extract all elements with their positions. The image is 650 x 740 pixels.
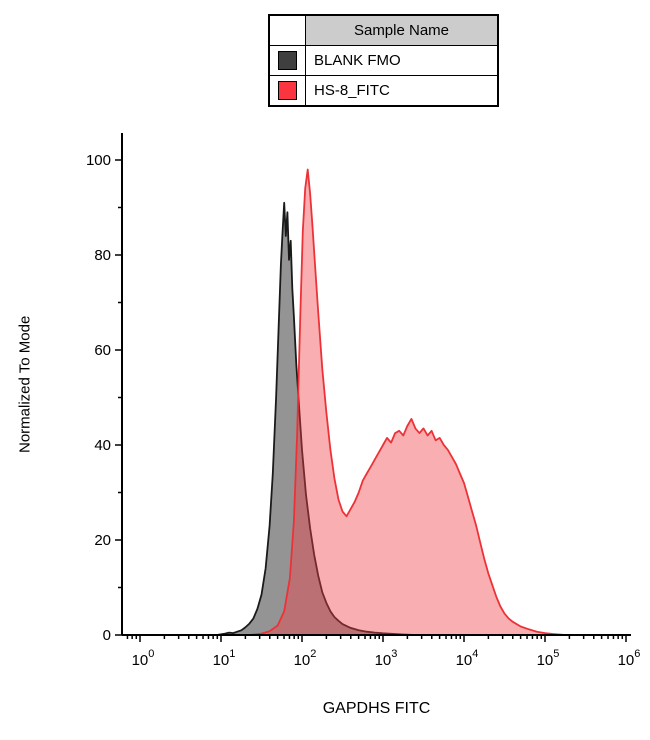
svg-text:102: 102 bbox=[294, 648, 317, 669]
histogram-blank-fmo bbox=[216, 201, 417, 636]
svg-text:80: 80 bbox=[94, 247, 111, 264]
svg-text:101: 101 bbox=[213, 648, 236, 669]
legend-swatch-cell-hs8-fitc bbox=[268, 75, 306, 107]
legend-header-swatch-cell bbox=[268, 14, 306, 46]
y-axis-title: Normalized To Mode bbox=[16, 315, 34, 453]
svg-text:60: 60 bbox=[94, 342, 111, 359]
svg-text:104: 104 bbox=[456, 648, 479, 669]
legend-swatch-cell-blank-fmo bbox=[268, 45, 306, 76]
x-axis-title: GAPDHS FITC bbox=[322, 700, 431, 717]
svg-text:100: 100 bbox=[86, 152, 111, 169]
svg-text:106: 106 bbox=[618, 648, 641, 669]
axes bbox=[121, 133, 631, 636]
svg-text:103: 103 bbox=[375, 648, 398, 669]
legend-header: Sample Name bbox=[305, 14, 499, 46]
legend: Sample Name BLANK FMO HS-8_FITC bbox=[268, 14, 499, 107]
svg-text:40: 40 bbox=[94, 437, 111, 454]
svg-text:105: 105 bbox=[537, 648, 560, 669]
histogram-hs-8-fitc bbox=[248, 168, 567, 636]
hs8-fitc-swatch-icon bbox=[278, 81, 297, 100]
legend-row-hs8-fitc: HS-8_FITC bbox=[268, 75, 499, 107]
svg-text:0: 0 bbox=[103, 627, 111, 644]
axis-ticks bbox=[115, 159, 627, 642]
legend-header-row: Sample Name bbox=[268, 14, 499, 46]
svg-text:100: 100 bbox=[132, 648, 155, 669]
legend-row-blank-fmo: BLANK FMO bbox=[268, 45, 499, 76]
legend-label-blank-fmo: BLANK FMO bbox=[305, 45, 499, 76]
legend-label-hs8-fitc: HS-8_FITC bbox=[305, 75, 499, 107]
blank-fmo-swatch-icon bbox=[278, 51, 297, 70]
svg-text:20: 20 bbox=[94, 532, 111, 549]
